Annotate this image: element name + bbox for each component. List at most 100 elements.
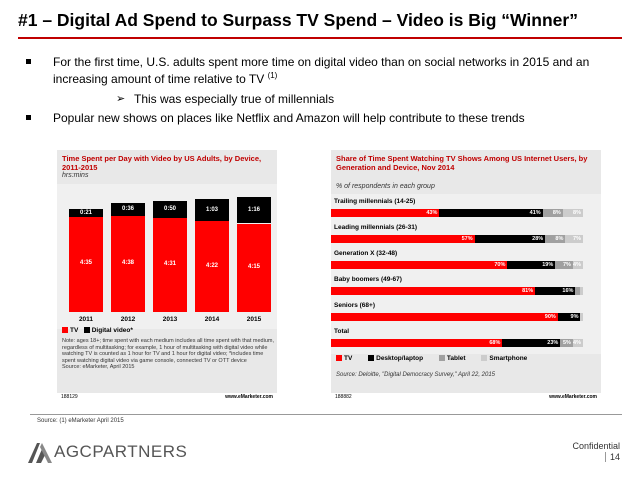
chart2-stacked-bar: 43% 41% 8% 8% (331, 209, 583, 217)
chart1-id: 188129 (61, 394, 78, 400)
agc-logo-icon (28, 443, 52, 463)
agc-logo: AGCPARTNERS (28, 441, 203, 465)
chart1-x-tick: 2015 (246, 316, 262, 323)
legend2-desktop: Desktop/laptop (376, 355, 424, 362)
chart1-title: Time Spent per Day with Video by US Adul… (62, 154, 262, 172)
chart2-segment: 16% (535, 287, 576, 295)
chart1-bar-label: 4:15 (247, 263, 260, 270)
chart2-category-label: Total (334, 328, 350, 335)
chart2-plot: Trailing millennials (14-25) 43% 41% 8% 8% Le… (331, 194, 601, 354)
chart2-segment: 68% (331, 339, 503, 347)
bullet-1-text: For the first time, U.S. adults spent mo… (53, 55, 590, 86)
footnote-source: Source: (1) eMarketer April 2015 (37, 418, 124, 424)
chart1-bar-digital-2015 (237, 197, 271, 224)
chart2-legend: TV Desktop/laptop Tablet Smartphone (336, 355, 541, 362)
legend-digital-swatch (83, 327, 90, 334)
chart1-bar-tv-2011 (69, 216, 103, 312)
chart2-stacked-bar: 81% 16% (331, 287, 583, 295)
chart2-source: Source: Deloitte, "Digital Democracy Sur… (336, 372, 495, 378)
chart1-bar-label: 4:38 (121, 259, 134, 266)
chart2-category-label: Generation X (32-48) (334, 250, 398, 257)
video-time-chart: Time Spent per Day with Video by US Adul… (57, 150, 277, 402)
chart1-bar-digital-2011 (69, 209, 103, 217)
chart1-x-tick: 2014 (204, 316, 220, 323)
chart1-bar-label: 4:22 (205, 262, 218, 269)
chart1-site: www.eMarketer.com (225, 394, 273, 400)
page-number: 14 (604, 452, 620, 462)
chart2-title: Share of Time Spent Watching TV Shows Am… (336, 154, 588, 172)
legend2-tablet-swatch (438, 355, 445, 362)
legend2-smartphone: Smartphone (489, 355, 528, 362)
chart1-legend: TV Digital video* (62, 327, 133, 334)
chart2-category-label: Baby boomers (49-67) (334, 276, 402, 283)
chart2-segment: 28% (474, 235, 546, 243)
source-divider (30, 414, 622, 415)
chart2-stacked-bar: 57% 28% 8% 7% (331, 235, 583, 243)
chart2-subtitle: % of respondents in each group (336, 183, 435, 190)
chart1-bar-label: 0:36 (121, 206, 134, 213)
title-rule (18, 37, 622, 39)
chart2-site: www.eMarketer.com (549, 394, 597, 400)
chart2-stacked-bar: 90% 9% (331, 313, 583, 321)
chart2-segment: 8% (542, 209, 563, 217)
chart1-subtitle: hrs:mins (62, 172, 89, 179)
legend2-desktop-swatch (368, 355, 375, 362)
chart2-segment: 81% (331, 287, 536, 295)
chart1-source: Source: eMarketer, April 2015 (62, 364, 135, 371)
chart2-segment: 57% (331, 235, 475, 243)
chart1-bar-label: 4:35 (79, 260, 92, 267)
chart1-plot: 4:35 0:21 4:38 0:36 4:31 0:50 4:22 1:03 4:15 1:16 (57, 184, 277, 329)
chart1-bar-tv-2014 (195, 221, 229, 312)
bullet-1-footnote: (1) (267, 71, 278, 80)
chart1-bar-digital-2012 (111, 203, 145, 216)
chart2-segment: 9% (557, 313, 581, 321)
chart2-segment: 90% (331, 313, 558, 321)
chart1-bar-label: 1:16 (247, 207, 260, 214)
chart2-segment (580, 287, 583, 295)
chart1-bar-label: 1:03 (205, 207, 218, 214)
chart1-bar-digital-2014 (195, 199, 229, 222)
chart2-segment: 4% (572, 261, 583, 269)
bullet-2-text: Popular new shows on places like Netflix… (53, 111, 525, 125)
chart2-category-label: Trailing millennials (14-25) (334, 198, 416, 205)
chart1-bar-label: 0:21 (79, 209, 92, 216)
chart2-segment: 8% (545, 235, 566, 243)
legend-digital: Digital video* (91, 327, 133, 334)
chart1-bar-tv-2015 (237, 223, 271, 312)
tv-share-chart: Share of Time Spent Watching TV Shows Am… (331, 150, 601, 402)
bullet-square-icon (26, 115, 31, 120)
arrow-bullet-icon: ➢ (116, 93, 126, 105)
chart2-segment: 7% (555, 261, 573, 269)
chart2-segment: 4% (572, 339, 583, 347)
chart1-bar-label: 0:50 (163, 206, 176, 213)
legend-tv: TV (70, 327, 79, 334)
sub-bullet-1-text: This was especially true of millennials (134, 92, 335, 106)
chart2-stacked-bar: 68% 23% 5% 4% (331, 339, 583, 347)
chart2-segment: 43% (331, 209, 440, 217)
chart2-segment: 7% (565, 235, 583, 243)
legend-tv-swatch (62, 327, 68, 334)
chart1-x-tick: 2013 (162, 316, 178, 323)
chart2-segment (580, 313, 583, 321)
chart2-segment (575, 287, 581, 295)
chart2-segment: 41% (439, 209, 543, 217)
chart2-category-label: Leading millennials (26-31) (334, 224, 418, 231)
chart2-id: 188882 (335, 394, 352, 400)
legend2-tv-swatch (336, 355, 342, 362)
page-title: #1 – Digital Ad Spend to Surpass TV Spen… (18, 10, 578, 30)
legend2-tablet: Tablet (446, 355, 466, 362)
chart1-bar-tv-2013 (153, 217, 187, 312)
chart1-note: Note: ages 18+; time spent with each med… (62, 338, 275, 371)
chart2-segment: 8% (562, 209, 583, 217)
chart1-x-tick: 2012 (120, 316, 136, 323)
chart1-bar-tv-2012 (111, 215, 145, 312)
chart1-bar-digital-2013 (153, 200, 187, 218)
chart1-x-tick: 2011 (78, 316, 94, 323)
confidential-label: Confidential (572, 441, 620, 451)
legend2-tv: TV (344, 355, 353, 362)
chart2-category-label: Seniors (68+) (334, 302, 376, 309)
legend2-smartphone-swatch (481, 355, 488, 362)
bullet-square-icon (26, 59, 31, 64)
chart2-segment: 5% (560, 339, 573, 347)
chart2-segment: 23% (502, 339, 561, 347)
